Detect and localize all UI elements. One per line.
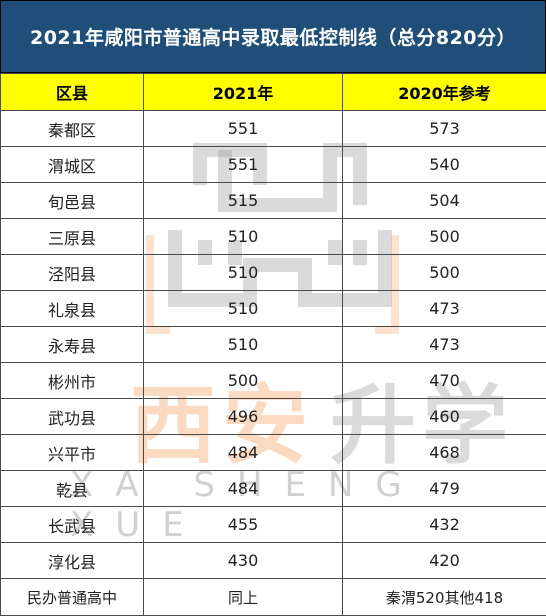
cell-2021: 551 — [143, 146, 343, 183]
table-row: 乾县 484 479 — [0, 470, 546, 507]
table-row: 渭城区 551 540 — [0, 146, 546, 183]
cell-district: 乾县 — [0, 470, 144, 507]
table-row: 旬邑县 515 504 — [0, 182, 546, 219]
score-table: 区县 2021年 2020年参考 秦都区 551 573 渭城区 551 540… — [0, 73, 546, 616]
cell-district: 旬邑县 — [0, 182, 144, 219]
cell-2020: 540 — [342, 146, 546, 183]
cell-2020: 473 — [342, 326, 546, 363]
cell-2020: 468 — [342, 434, 546, 471]
table-row: 永寿县 510 473 — [0, 326, 546, 363]
cell-2021: 500 — [143, 362, 343, 399]
cell-2021: 455 — [143, 506, 343, 543]
cell-2021: 510 — [143, 254, 343, 291]
cell-2021: 496 — [143, 398, 343, 435]
table-title: 2021年咸阳市普通高中录取最低控制线（总分820分） — [0, 0, 546, 73]
cell-2021: 484 — [143, 470, 343, 507]
cell-2021: 同上 — [143, 578, 343, 616]
cell-2020: 432 — [342, 506, 546, 543]
cell-2020: 479 — [342, 470, 546, 507]
cell-district: 秦都区 — [0, 110, 144, 147]
cell-2021: 551 — [143, 110, 343, 147]
cell-2020: 460 — [342, 398, 546, 435]
table-row: 三原县 510 500 — [0, 218, 546, 255]
table-row: 秦都区 551 573 — [0, 110, 546, 147]
header-row: 区县 2021年 2020年参考 — [0, 73, 546, 111]
header-2020: 2020年参考 — [342, 73, 546, 111]
cell-district: 兴平市 — [0, 434, 144, 471]
cell-district: 彬州市 — [0, 362, 144, 399]
cell-district: 长武县 — [0, 506, 144, 543]
cell-2020: 500 — [342, 218, 546, 255]
table-row: 彬州市 500 470 — [0, 362, 546, 399]
table-row: 兴平市 484 468 — [0, 434, 546, 471]
cell-district: 永寿县 — [0, 326, 144, 363]
cell-district: 礼泉县 — [0, 290, 144, 327]
cell-2021: 510 — [143, 218, 343, 255]
cell-2020: 500 — [342, 254, 546, 291]
cell-district: 淳化县 — [0, 542, 144, 579]
table-row: 民办普通高中 同上 秦渭520其他418 — [0, 578, 546, 616]
header-district: 区县 — [0, 73, 144, 111]
cell-district: 渭城区 — [0, 146, 144, 183]
table-row: 淳化县 430 420 — [0, 542, 546, 579]
cell-2020: 473 — [342, 290, 546, 327]
table-row: 泾阳县 510 500 — [0, 254, 546, 291]
cell-2021: 515 — [143, 182, 343, 219]
cell-2021: 510 — [143, 326, 343, 363]
cell-district: 民办普通高中 — [0, 578, 144, 616]
cell-2020: 秦渭520其他418 — [342, 578, 546, 616]
cell-2021: 484 — [143, 434, 343, 471]
cell-2021: 510 — [143, 290, 343, 327]
table-row: 武功县 496 460 — [0, 398, 546, 435]
table-row: 礼泉县 510 473 — [0, 290, 546, 327]
cell-2020: 504 — [342, 182, 546, 219]
cell-district: 三原县 — [0, 218, 144, 255]
cell-2020: 420 — [342, 542, 546, 579]
cell-2020: 470 — [342, 362, 546, 399]
header-2021: 2021年 — [143, 73, 343, 111]
cell-2021: 430 — [143, 542, 343, 579]
cell-district: 武功县 — [0, 398, 144, 435]
cell-district: 泾阳县 — [0, 254, 144, 291]
cell-2020: 573 — [342, 110, 546, 147]
table-row: 长武县 455 432 — [0, 506, 546, 543]
